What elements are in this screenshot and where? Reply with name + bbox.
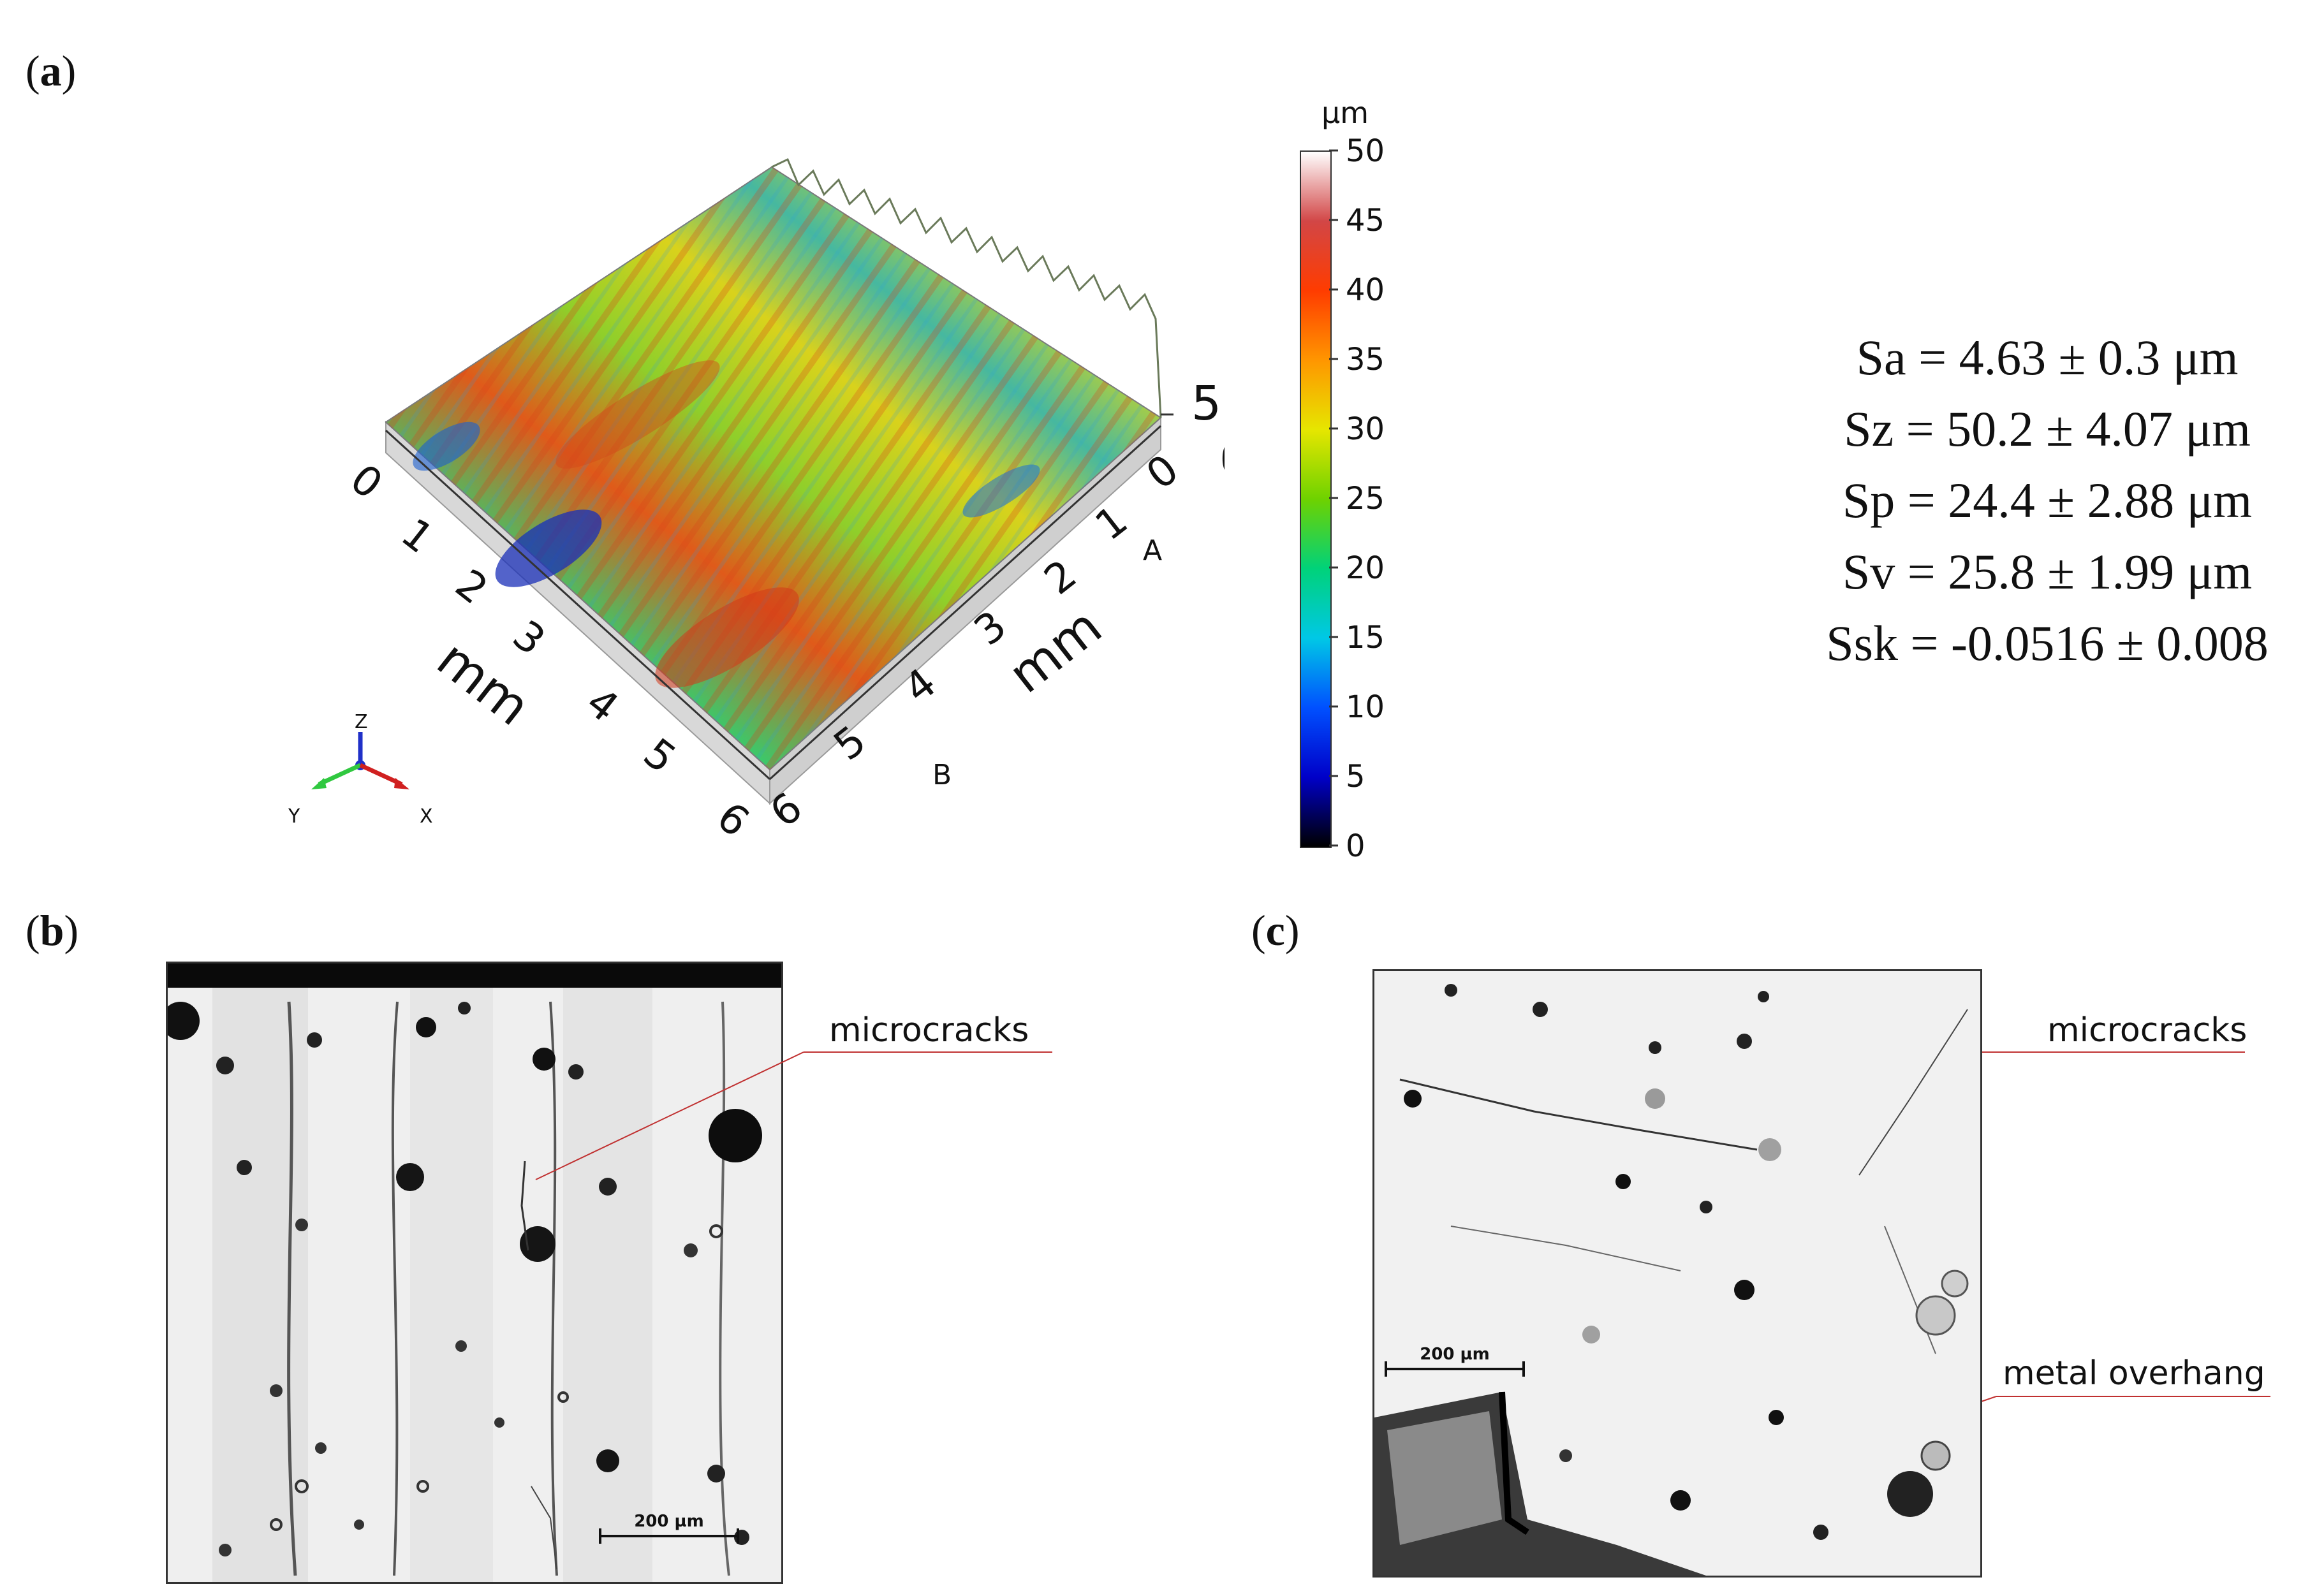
axis-letter-b: B	[932, 759, 952, 791]
left-tick-0: 0	[341, 455, 391, 508]
colorbar	[1300, 150, 1332, 848]
colorbar-unit: µm	[1321, 96, 1369, 130]
stat-sp: Sp = 24.4 ± 2.88 μm	[1842, 472, 2253, 528]
axis-triad: Z Y X	[288, 714, 433, 828]
micrograph-b: 200 µm	[166, 962, 783, 1584]
annotation-c-microcracks: microcracks	[2047, 1011, 2247, 1050]
triad-x-label: X	[420, 805, 433, 828]
panel-b-letter: b	[40, 906, 64, 955]
panel-a-label: (a)	[26, 47, 77, 95]
surface-3d-plot: 0 1 2 3 4 5 6 mm 0 1 2 3 4 5 6 mm A B 50…	[341, 157, 1225, 847]
panel-c-letter: c	[1265, 906, 1285, 955]
colorbar-tick-label: 0	[1346, 828, 1365, 864]
z-tick-50: 50	[1191, 376, 1225, 431]
colorbar-tick-label: 30	[1346, 411, 1385, 447]
scalebar-c: 200 µm	[1385, 1345, 1525, 1377]
z-tick-0: 0	[1219, 432, 1225, 487]
micrograph-c-texture	[1374, 971, 1980, 1576]
axis-letter-a: A	[1143, 534, 1162, 567]
left-tick-6: 6	[708, 793, 758, 846]
z-axis-ticks: 50 0	[1161, 376, 1225, 487]
roughness-stats: Sa = 4.63 ± 0.3 μm Sz = 50.2 ± 4.07 μm S…	[1811, 322, 2283, 679]
scalebar-b-label: 200 µm	[634, 1512, 704, 1531]
stat-sv: Sv = 25.8 ± 1.99 μm	[1842, 544, 2253, 599]
colorbar-tick-label: 50	[1346, 133, 1385, 169]
colorbar-tick-label: 10	[1346, 689, 1385, 725]
right-tick-2: 2	[1036, 551, 1085, 604]
right-axis-unit: mm	[997, 597, 1112, 705]
scalebar-b: 200 µm	[599, 1512, 739, 1544]
colorbar-tick-label: 25	[1346, 481, 1385, 516]
left-tick-1: 1	[392, 509, 442, 562]
stat-sz: Sz = 50.2 ± 4.07 μm	[1844, 401, 2251, 457]
micrograph-b-texture	[168, 963, 781, 1582]
left-tick-4: 4	[577, 678, 627, 731]
colorbar-tick-label: 40	[1346, 272, 1385, 308]
stat-ssk: Ssk = -0.0516 ± 0.008	[1826, 615, 2269, 671]
annotation-c-metal-overhang: metal overhang	[2003, 1354, 2265, 1393]
left-tick-2: 2	[446, 560, 496, 613]
annotation-b-microcracks: microcracks	[829, 1011, 1029, 1050]
micrograph-c: 200 µm	[1372, 969, 1982, 1578]
colorbar-tick-label: 35	[1346, 342, 1385, 377]
panel-b-label: (b)	[26, 906, 79, 955]
colorbar-tick-label: 20	[1346, 550, 1385, 586]
panel-a-letter: a	[40, 47, 62, 95]
triad-y-label: Y	[288, 805, 300, 828]
colorbar-tick-label: 15	[1346, 620, 1385, 655]
stat-sa: Sa = 4.63 ± 0.3 μm	[1856, 330, 2239, 385]
triad-z-label: Z	[355, 714, 368, 733]
colorbar-tick-label: 45	[1346, 203, 1385, 238]
scalebar-c-label: 200 µm	[1420, 1345, 1490, 1364]
left-tick-5: 5	[635, 729, 684, 782]
left-tick-3: 3	[504, 611, 554, 664]
colorbar-tick-label: 5	[1346, 759, 1365, 794]
panel-c-label: (c)	[1251, 906, 1300, 955]
